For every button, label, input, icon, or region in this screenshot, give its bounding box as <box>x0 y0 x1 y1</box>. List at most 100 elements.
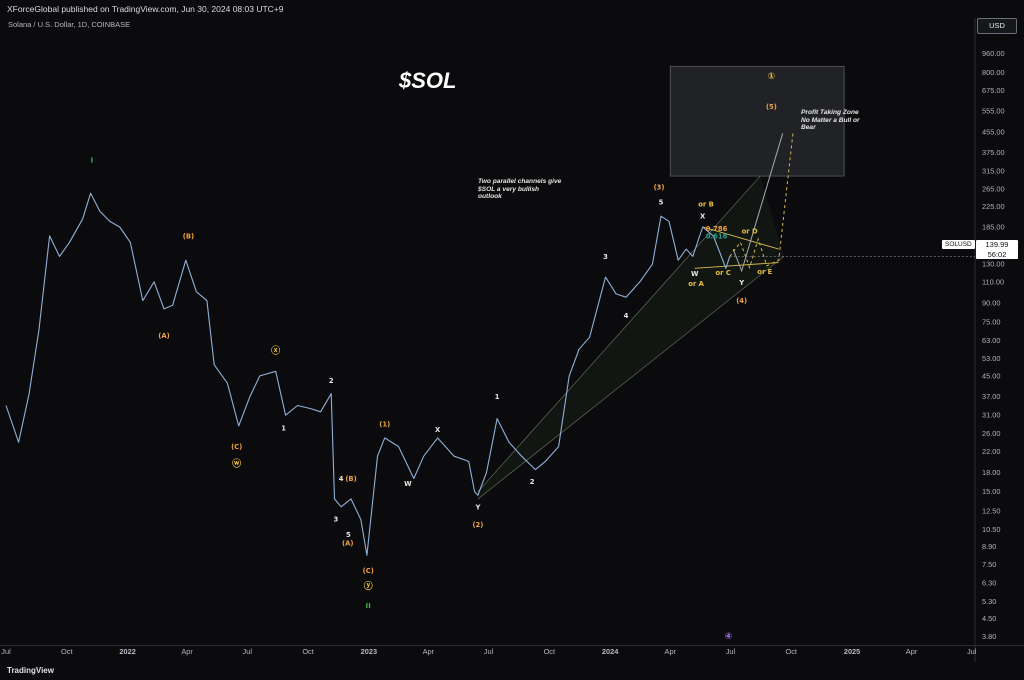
y-tick-label: 6.30 <box>982 579 996 588</box>
wave-label: (4) <box>736 297 747 305</box>
y-tick-label: 22.00 <box>982 447 1001 456</box>
wave-label: ① <box>768 72 776 82</box>
x-tick-label: 2022 <box>119 647 135 656</box>
y-tick-label: 53.00 <box>982 354 1001 363</box>
x-tick-label: Jul <box>1 647 11 656</box>
x-tick-label: Oct <box>785 647 797 656</box>
y-tick-label: 45.00 <box>982 371 1001 380</box>
y-tick-label: 63.00 <box>982 336 1001 345</box>
wave-label: or E <box>757 268 772 276</box>
channel-fill <box>477 176 784 499</box>
wave-label: ⓦ <box>232 458 241 470</box>
wave-label: 0.786 <box>706 225 728 233</box>
y-tick-label: 130.00 <box>982 260 1005 269</box>
wave-label: or D <box>742 228 758 236</box>
y-tick-label: 12.50 <box>982 506 1001 515</box>
price-line <box>5 192 731 556</box>
zone-label: Profit Taking Zone No Matter a Bull or B… <box>801 109 860 131</box>
countdown: 56:02 <box>987 249 1007 259</box>
last-price-tag: 139.99 56:02 <box>976 240 1018 259</box>
y-tick-label: 26.00 <box>982 429 1001 438</box>
y-tick-label: 455.00 <box>982 128 1005 137</box>
y-tick-label: 3.80 <box>982 632 996 641</box>
wave-label: 4 <box>339 475 344 483</box>
projection-path-1 <box>732 133 784 273</box>
annotation-note: Two parallel channels give $SOL a very b… <box>478 178 562 200</box>
y-tick-label: 15.00 <box>982 487 1001 496</box>
wave-label: 5 <box>659 198 664 206</box>
y-tick-label: 5.30 <box>982 597 996 606</box>
x-tick-label: 2024 <box>602 647 619 656</box>
profit-taking-zone <box>669 65 845 177</box>
y-tick-label: 10.50 <box>982 525 1001 534</box>
y-tick-label: 960.00 <box>982 49 1005 58</box>
x-tick-label: Apr <box>665 647 677 656</box>
wave-label: 3 <box>603 253 608 261</box>
y-tick-label: 37.00 <box>982 392 1001 401</box>
y-tick-label: 265.00 <box>982 185 1005 194</box>
wave-label: 2 <box>530 478 535 486</box>
wave-label: X <box>435 426 441 434</box>
wave-label: (C) <box>363 567 374 575</box>
wave-label: I <box>91 156 94 164</box>
y-tick-label: 31.00 <box>982 411 1001 420</box>
symbol-tag: SOLUSD <box>942 240 975 249</box>
symbol-info: Solana / U.S. Dollar, 1D, COINBASE <box>8 20 131 29</box>
wave-label: 4 <box>624 312 629 320</box>
wave-label: 1 <box>281 424 286 432</box>
x-tick-label: Jul <box>243 647 253 656</box>
wave-label: (B) <box>345 475 356 483</box>
y-tick-label: 675.00 <box>982 86 1005 95</box>
last-price: 139.99 <box>985 240 1009 249</box>
wave-label: W <box>691 270 699 278</box>
currency-button[interactable]: USD <box>977 18 1017 34</box>
wave-label: W <box>404 480 412 488</box>
wave-label: or B <box>698 201 714 209</box>
wave-label: ⓨ <box>364 580 373 592</box>
publisher-credit: XForceGlobal published on TradingView.co… <box>7 4 284 14</box>
wave-label: (3) <box>654 184 665 192</box>
wave-label: (C) <box>231 443 242 451</box>
wave-label: 0.618 <box>706 232 728 240</box>
wave-label: X <box>700 213 706 221</box>
wave-label: (2) <box>472 521 483 529</box>
y-tick-label: 90.00 <box>982 298 1001 307</box>
y-tick-label: 18.00 <box>982 468 1001 477</box>
x-tick-label: Jul <box>726 647 736 656</box>
wave-label: II <box>366 602 371 610</box>
y-tick-label: 225.00 <box>982 202 1005 211</box>
y-tick-label: 315.00 <box>982 166 1005 175</box>
y-tick-label: 4.50 <box>982 614 996 623</box>
chart-title: $SOL <box>399 68 457 93</box>
wave-label: 3 <box>333 515 338 523</box>
y-tick-label: 375.00 <box>982 148 1005 157</box>
x-tick-label: 2025 <box>844 647 860 656</box>
wave-label: (A) <box>158 332 169 340</box>
wave-label: (B) <box>183 232 194 240</box>
wave-label: (5) <box>766 103 777 111</box>
wave-label: (1) <box>379 421 390 429</box>
wave-label: or C <box>715 269 730 277</box>
x-tick-label: Oct <box>302 647 314 656</box>
x-tick-label: Apr <box>423 647 435 656</box>
footer-bar <box>0 662 1024 680</box>
x-tick-label: 2023 <box>361 647 377 656</box>
y-tick-label: 75.00 <box>982 318 1001 327</box>
wave-label: ⓧ <box>271 345 280 357</box>
wave-label: Y <box>738 279 744 287</box>
triangle-lower-line <box>694 262 779 269</box>
y-tick-label: 8.90 <box>982 542 996 551</box>
y-tick-label: 7.50 <box>982 560 996 569</box>
x-tick-label: Jul <box>484 647 494 656</box>
wave-label: 2 <box>329 377 334 385</box>
channel-line <box>477 175 761 492</box>
wave-label: Y <box>474 503 480 511</box>
projection-path-2 <box>729 130 794 270</box>
x-tick-label: Oct <box>61 647 73 656</box>
tradingview-logo: TradingView <box>7 666 54 675</box>
y-tick-label: 185.00 <box>982 222 1005 231</box>
x-tick-label: Apr <box>181 647 193 656</box>
triangle-upper-line <box>702 226 779 250</box>
x-tick-label: Jul <box>967 647 977 656</box>
